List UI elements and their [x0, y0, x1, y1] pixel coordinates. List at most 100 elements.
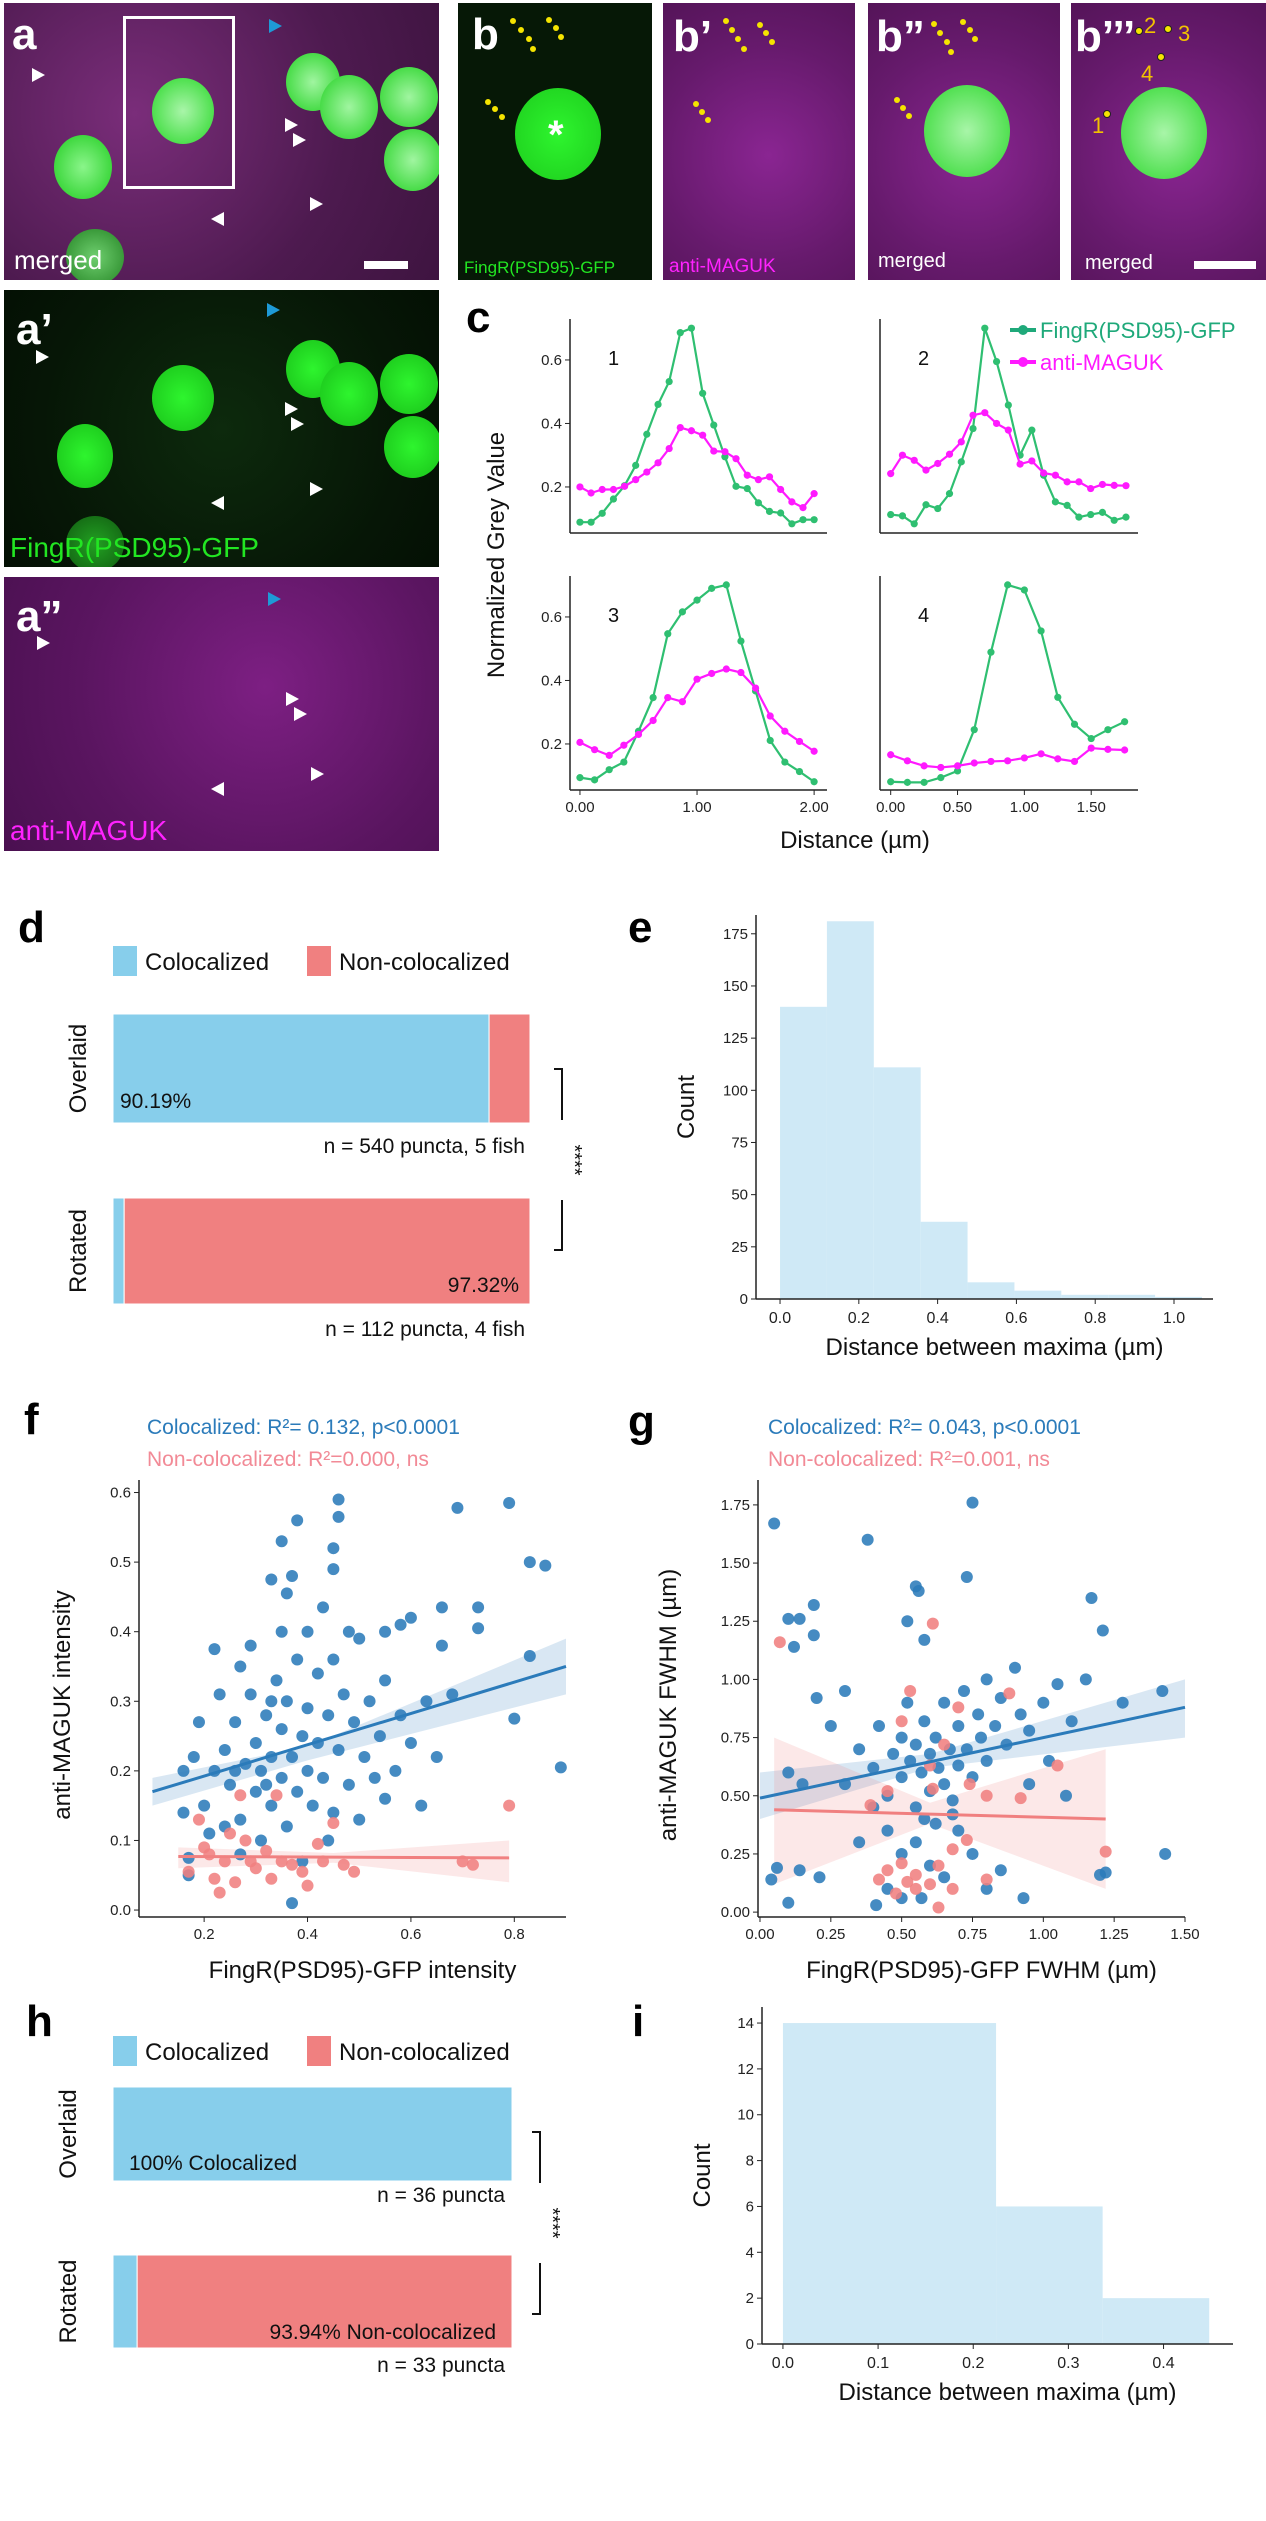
scatter-point-colocalized	[870, 1899, 883, 1912]
x-tick-label: 1.00	[1010, 799, 1039, 816]
data-point	[590, 746, 599, 754]
soma	[57, 424, 113, 488]
data-point	[605, 766, 613, 774]
data-point	[795, 767, 804, 776]
image-caption: merged	[878, 250, 946, 272]
scatter-point-colocalized	[960, 1571, 973, 1584]
data-point	[1028, 426, 1036, 434]
scatter-point-non-colocalized	[327, 1817, 340, 1830]
scatter-point-colocalized	[770, 1861, 783, 1874]
x-axis-label: FingR(PSD95)-GFP intensity	[209, 1957, 517, 1984]
data-point	[643, 468, 651, 476]
data-point	[799, 503, 807, 512]
legend-label: Colocalized	[145, 949, 269, 976]
scatter-point-colocalized	[275, 1625, 288, 1638]
scatter-point-colocalized	[275, 1723, 288, 1736]
x-tick-label: 1.50	[1077, 799, 1106, 816]
legend-label: FingR(PSD95)-GFP	[1040, 318, 1236, 343]
data-point	[1121, 746, 1129, 754]
puncta-marker	[967, 27, 973, 33]
scatter-point-colocalized	[929, 1731, 942, 1744]
panel-letter-i: i	[632, 1997, 645, 2046]
histogram-bar	[996, 2206, 1103, 2344]
scatter-point-colocalized	[301, 1702, 314, 1715]
y-axis-label: anti-MAGUK intensity	[49, 1590, 76, 1819]
y-tick-label: 0.0	[110, 1902, 131, 1919]
bar-segment-non-colocalized	[123, 1197, 531, 1305]
y-tick-label: 0.2	[541, 736, 562, 753]
scatter-point-colocalized	[1079, 1673, 1092, 1686]
panel-letter-d: d	[18, 903, 45, 952]
arrowhead-icon	[311, 767, 324, 781]
data-point	[810, 747, 818, 755]
scatter-point-colocalized	[187, 1750, 200, 1763]
data-point	[699, 389, 707, 397]
scatter-point-colocalized	[286, 1570, 299, 1583]
category-label-rotated: Rotated	[55, 2259, 82, 2343]
scatter-point-colocalized	[895, 1771, 908, 1784]
data-point	[754, 476, 762, 484]
arrowhead-icon	[293, 133, 306, 147]
y-axis-label: Count	[689, 2143, 716, 2207]
y-tick-label: 0.1	[110, 1832, 131, 1849]
scatter-point-non-colocalized	[239, 1834, 252, 1847]
scatter-point-colocalized	[255, 1764, 267, 1777]
data-point	[743, 484, 751, 493]
scatter-point-colocalized	[420, 1695, 433, 1708]
scatter-point-colocalized	[280, 1695, 293, 1708]
soma-marker: *	[548, 113, 564, 157]
scatter-point-colocalized	[909, 1738, 922, 1751]
scatter-point-colocalized	[229, 1716, 242, 1729]
data-point	[708, 669, 716, 678]
scatter-point-colocalized	[342, 1625, 355, 1638]
scatter-point-colocalized	[895, 1731, 908, 1744]
data-point	[1087, 484, 1095, 493]
puncta-marker	[741, 46, 747, 52]
roi-marker	[1164, 25, 1172, 33]
data-point	[654, 459, 662, 467]
scatter-point-colocalized	[301, 1625, 314, 1638]
puncta-marker	[937, 30, 943, 36]
y-tick-label: 1.75	[721, 1497, 750, 1514]
image-caption: merged	[1085, 252, 1153, 274]
scatter-point-non-colocalized	[311, 1837, 324, 1850]
data-point	[1070, 757, 1079, 766]
data-point	[605, 751, 613, 759]
scatter-point-colocalized	[415, 1799, 428, 1812]
puncta-marker	[518, 27, 524, 33]
image-b-double-prime-merged: b” merged	[868, 3, 1060, 280]
sample-size-label: n = 36 puncta	[377, 2184, 505, 2207]
scatter-point-colocalized	[394, 1618, 407, 1631]
scatter-point-colocalized	[327, 1653, 340, 1666]
scatter-point-colocalized	[901, 1696, 914, 1709]
x-tick-label: 1.00	[682, 799, 711, 816]
scatter-point-colocalized	[1099, 1866, 1112, 1879]
scatter-point-colocalized	[373, 1730, 386, 1743]
roi-label: 2	[1144, 13, 1157, 38]
panel-letter-f: f	[24, 1395, 39, 1444]
y-tick-label: 0.75	[721, 1730, 750, 1747]
histogram-bar	[873, 1067, 921, 1299]
scatter-point-colocalized	[1156, 1685, 1169, 1698]
scatter-point-non-colocalized	[296, 1865, 309, 1878]
bar-segment-non-colocalized	[136, 2254, 513, 2349]
image-caption: FingR(PSD95)-GFP	[10, 532, 259, 563]
puncta-marker	[906, 113, 912, 119]
scatter-point-colocalized	[332, 1493, 345, 1506]
y-tick-label: 0.3	[110, 1693, 131, 1710]
x-tick-label: 2.00	[800, 799, 829, 816]
x-tick-label: 0.4	[926, 1310, 948, 1327]
scatter-point-colocalized	[793, 1864, 806, 1877]
data-point	[987, 648, 995, 656]
data-point	[1110, 516, 1118, 524]
y-tick-label: 0.4	[541, 672, 562, 689]
scatter-point-colocalized	[363, 1695, 376, 1708]
panel-letter: b’’’	[1075, 12, 1136, 61]
series-line-maguk	[889, 411, 1126, 490]
scatter-point-non-colocalized	[234, 1789, 247, 1802]
scatter-point-colocalized	[275, 1535, 288, 1548]
scatter-point-colocalized	[853, 1836, 866, 1849]
scatter-point-colocalized	[280, 1820, 293, 1833]
y-tick-label: 50	[731, 1187, 748, 1204]
legend-marker	[1018, 325, 1028, 335]
